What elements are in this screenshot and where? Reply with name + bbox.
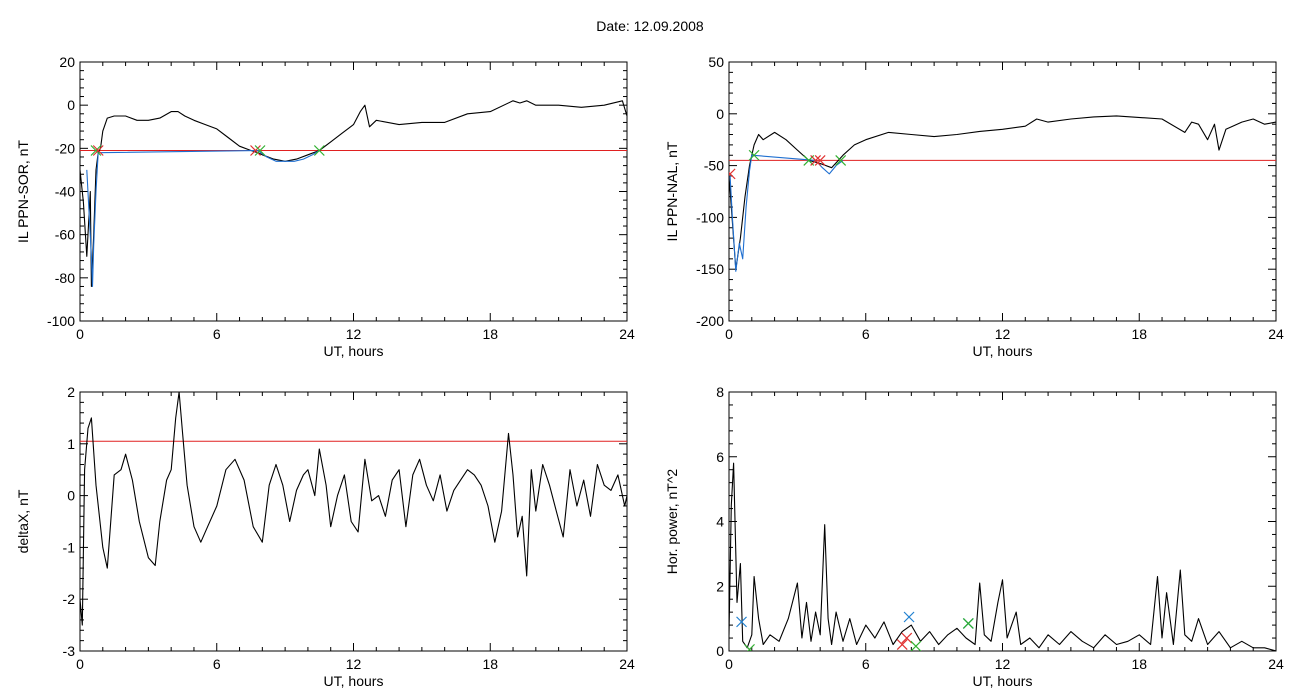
x-tick-label: 0 [725,326,733,342]
y-tick-label: 8 [716,384,724,400]
marker-red-x [250,145,261,156]
y-tick-label: -1 [63,539,76,555]
y-axis-label: deltaX, nT [15,489,31,553]
x-tick-label: 24 [1268,326,1284,342]
y-tick-label: 0 [716,106,724,122]
y-axis-label: IL PPN-NAL, nT [664,141,680,241]
marker-green-x [254,145,266,156]
plot-area [80,392,627,626]
x-axis-label: UT, hours [324,343,384,359]
y-tick-label: -100 [696,209,724,225]
y-tick-label: 2 [67,384,75,400]
x-tick-label: 6 [862,326,870,342]
series-line-black [729,115,1276,270]
plot-area [729,115,1276,272]
x-tick-label: 12 [346,326,362,342]
marker-green-x [962,618,974,629]
y-tick-label: -150 [696,261,724,277]
x-tick-label: 0 [725,656,733,672]
y-tick-label: 50 [708,54,724,70]
y-tick-label: 0 [716,643,724,659]
x-tick-label: 0 [76,656,84,672]
marker-red-x [896,639,908,650]
marker-blue-x [903,611,915,623]
x-tick-label: 12 [346,656,362,672]
y-tick-label: -100 [47,313,75,329]
plot-frame [728,391,1277,652]
y-tick-label: -50 [704,158,724,174]
y-tick-label: 2 [716,578,724,594]
marker-blue-x [736,616,747,628]
panel-il-ppn-sor: 0 6 12 18 24 UT, hours 20 0 -20 -40 -60 -80 -100 IL P… [15,54,635,359]
marker-green-x [313,145,325,156]
x-tick-label: 0 [76,326,84,342]
x-tick-label: 6 [213,326,221,342]
plot-frame [79,61,628,322]
series-line-black [80,100,627,288]
x-tick-label: 18 [482,656,498,672]
y-tick-label: 1 [67,436,75,452]
series-line-blue [86,149,320,288]
marker-red-x [901,632,913,644]
x-axis-label: UT, hours [324,673,384,689]
x-tick-label: 12 [995,326,1011,342]
y-tick-label: -3 [63,643,76,659]
marker-red-x [814,154,826,166]
plot-area [80,100,627,288]
y-tick-label: 0 [67,97,75,113]
marker-green-x [910,640,922,651]
plot-frame [79,391,628,652]
marker-red-x [810,154,822,166]
y-tick-label: 0 [67,488,75,504]
series-line-blue [729,154,844,272]
marker-green-x [744,643,755,651]
x-tick-label: 24 [1268,656,1284,672]
x-tick-label: 6 [213,656,221,672]
marker-red-x [729,168,736,180]
x-tick-label: 6 [862,656,870,672]
marker-green-x [748,149,760,161]
x-tick-label: 18 [482,326,498,342]
panel-hor-power: 0 6 12 18 24 UT, hours 8 6 4 2 0 Hor. power, nT^2 [664,384,1284,689]
y-tick-label: -20 [55,140,75,156]
y-tick-label: 20 [59,54,75,70]
x-tick-label: 18 [1131,326,1147,342]
marker-red-x [92,145,104,156]
x-tick-label: 12 [995,656,1011,672]
y-axis-label: IL PPN-SOR, nT [15,140,31,243]
plot-area [729,462,1276,651]
y-tick-label: 6 [716,449,724,465]
y-axis-label: Hor. power, nT^2 [664,469,680,575]
y-tick-label: -40 [55,184,75,200]
panel-deltax: 0 6 12 18 24 UT, hours 2 1 0 -1 -2 -3 deltaX, nT [15,384,635,689]
y-tick-label: 4 [716,514,724,530]
x-tick-label: 24 [619,326,635,342]
y-tick-label: -60 [55,227,75,243]
plot-frame [728,61,1277,322]
x-tick-label: 18 [1131,656,1147,672]
figure-title: Date: 12.09.2008 [596,18,704,34]
series-line-black [729,462,1276,651]
x-axis-label: UT, hours [973,343,1033,359]
x-tick-label: 24 [619,656,635,672]
series-line-black [80,392,627,626]
x-axis-label: UT, hours [973,673,1033,689]
marker-green-x [835,154,847,166]
y-tick-label: -200 [696,313,724,329]
y-tick-label: -2 [63,591,76,607]
y-tick-label: -80 [55,270,75,286]
marker-green-x [90,145,102,156]
panel-il-ppn-nal: 0 6 12 18 24 UT, hours 50 0 -50 -100 -150 -200 IL PP… [664,54,1284,359]
